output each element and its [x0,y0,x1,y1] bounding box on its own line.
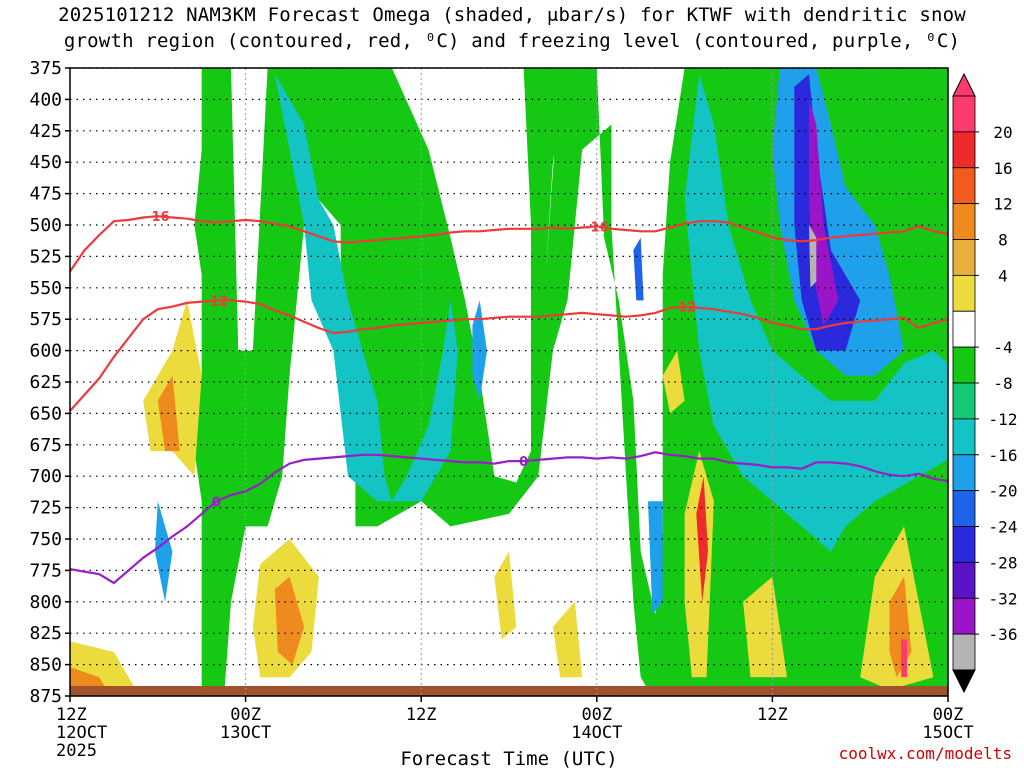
y-tick-label: 875 [29,686,62,707]
y-tick-label: 750 [29,529,62,550]
credit-label: coolwx.com/modelts [838,744,1012,763]
omega-region-16 [696,476,708,602]
colorbar-swatch-12 [952,526,976,563]
y-tick-label: 675 [29,435,62,456]
colorbar-swatch-7 [952,346,976,384]
colorbar-swatch-4 [952,239,976,276]
x-tick-label: 12Z [56,705,87,725]
omega-region-19 [901,639,907,678]
y-tick-label: 825 [29,623,62,644]
x-tick-label: 00Z [230,705,261,725]
y-tick-label: 375 [29,58,62,79]
chart-title-line-1: 2025101212 NAM3KM Forecast Omega (shaded… [58,4,966,26]
colorbar-label: -16 [989,446,1018,465]
y-tick-label: 650 [29,403,62,424]
terrain-band [70,686,948,696]
y-tick-label: 725 [29,498,62,519]
y-tick-label: 625 [29,372,62,393]
y-tick-label: 700 [29,466,62,487]
chart-title-line-2: growth region (contoured, red, ⁰C) and f… [63,30,961,52]
y-tick-label: 775 [29,560,62,581]
colorbar-label: -8 [993,374,1012,393]
y-tick-label: 400 [29,89,62,110]
colorbar-swatch-2 [952,167,976,205]
colorbar-swatch-8 [952,382,976,420]
colorbar-swatch-10 [952,454,976,492]
colorbar-swatch-3 [952,203,976,240]
x-tick-label: 2025 [56,741,97,761]
y-tick-label: 475 [29,184,62,205]
colorbar-top-arrow [952,72,976,97]
colorbar-swatch-15 [952,633,976,671]
colorbar-label: 16 [993,159,1012,178]
contour-label--16: -16 [585,220,609,235]
omega-region-14 [274,576,305,665]
x-tick-label: 00Z [933,705,964,725]
y-tick-label: 575 [29,309,62,330]
omega-region-23 [743,576,787,678]
colorbar-label: -24 [989,518,1018,537]
omega-shading [70,68,948,696]
colorbar-label: 8 [998,231,1008,250]
colorbar-label: 12 [993,195,1012,214]
colorbar-label: -32 [989,589,1018,608]
x-tick-label: 00Z [581,705,612,725]
omega-region-9 [633,237,644,301]
omega-region-2 [684,74,948,552]
contour-line--12 [70,299,948,412]
omega-region-22 [494,551,517,640]
y-tick-label: 600 [29,341,62,362]
omega-region-8 [648,501,663,615]
colorbar-label: -12 [989,410,1018,429]
colorbar: 20 16 12 8 4 -4 -8 -12 -16 -20 -24 -28 -32 -36 [952,72,1018,694]
x-tick-label: 12Z [757,705,788,725]
contour-lines: -16 -16 -12 -12 0 0 [70,210,948,585]
contour-line-0 [70,451,948,585]
y-tick-label: 525 [29,246,62,267]
contour-label--12: -12 [673,301,697,316]
omega-region-24 [662,350,685,414]
colorbar-label: -36 [989,625,1018,644]
omega-region-5 [809,99,839,326]
y-tick-label: 800 [29,592,62,613]
x-axis-title: Forecast Time (UTC) [400,748,617,768]
colorbar-label: -28 [989,553,1018,572]
y-tick-label: 550 [29,278,62,299]
x-tick-label: 14OCT [571,723,622,743]
colorbar-swatch-14 [952,597,976,635]
x-tick-label: 12Z [406,705,437,725]
omega-region-25 [552,601,583,678]
omega-region-15 [684,451,714,678]
terrain-band-rect [70,686,948,696]
omega-region-10 [154,501,173,602]
y-tick-label: 850 [29,655,62,676]
colorbar-swatch-1 [952,131,976,169]
colorbar-label: 4 [998,266,1008,285]
contour-label--12: -12 [205,294,229,309]
colorbar-swatch-9 [952,418,976,456]
contour-label-0: 0 [519,455,528,470]
contour-line--16 [70,215,948,273]
contour-label--16: -16 [146,210,170,225]
colorbar-swatch-11 [952,490,976,527]
contour-label-0: 0 [212,495,221,510]
x-tick-label: 13OCT [220,723,271,743]
x-tick-label: 15OCT [922,723,973,743]
y-tick-label: 450 [29,152,62,173]
colorbar-bottom-arrow [952,669,976,694]
x-tick-label: 12OCT [56,723,107,743]
y-axis: 375 400 425 450 475 500 525 550 575 600 625 650 675 7… [29,58,70,707]
colorbar-label: -4 [993,338,1012,357]
y-tick-label: 425 [29,121,62,142]
colorbar-swatch-13 [952,561,976,599]
colorbar-swatch-6 [952,310,976,348]
y-tick-label: 500 [29,215,62,236]
colorbar-swatch-0 [952,95,976,133]
colorbar-label: -20 [989,482,1018,501]
colorbar-swatch-5 [952,274,976,312]
colorbar-label: 20 [993,123,1012,142]
